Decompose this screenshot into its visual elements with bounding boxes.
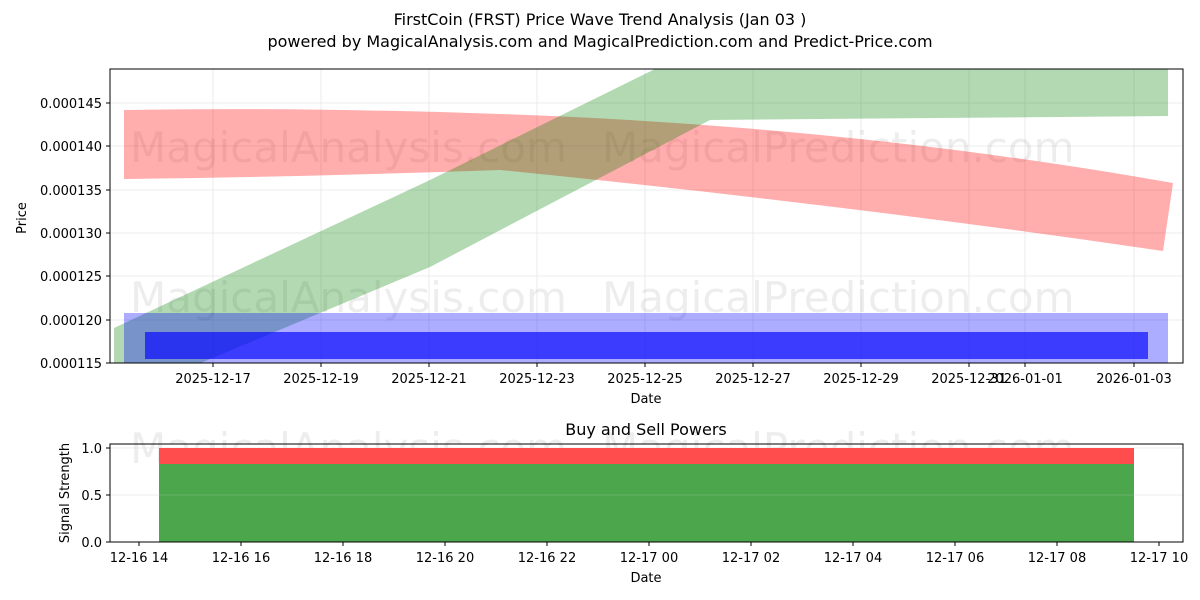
buy-sell-axes-frame	[109, 443, 1184, 543]
y-tick-label: 0.000130	[40, 227, 102, 242]
price-axes-frame	[109, 68, 1184, 364]
blue-wave-band-inner	[145, 332, 1148, 359]
y-tick-label: 0.000135	[40, 184, 102, 199]
x-tick-label: 2025-12-19	[283, 372, 359, 387]
x-tick-label: 12-16 14	[110, 551, 168, 566]
price-y-axis: 0.000115 0.000120 0.000125 0.000130 0.00…	[40, 97, 110, 372]
x-tick-label: 12-16 22	[518, 551, 576, 566]
y-tick-label: 1.0	[81, 442, 102, 457]
chart-title: FirstCoin (FRST) Price Wave Trend Analys…	[393, 10, 807, 29]
x-tick-label: 2025-12-27	[715, 372, 791, 387]
y-tick-label: 0.000145	[40, 97, 102, 112]
buy-sell-y-label: Signal Strength	[58, 443, 73, 543]
price-grid	[110, 69, 1183, 363]
price-chart: MagicalAnalysis.com MagicalPrediction.co…	[15, 68, 1184, 407]
x-tick-label: 12-17 08	[1028, 551, 1086, 566]
watermark-prediction: MagicalPrediction.com	[602, 273, 1075, 322]
buy-bar	[159, 464, 1134, 542]
x-tick-label: 12-16 18	[314, 551, 372, 566]
chart-subtitle: powered by MagicalAnalysis.com and Magic…	[267, 32, 933, 51]
x-tick-label: 2025-12-23	[499, 372, 575, 387]
buy-sell-x-label: Date	[630, 571, 661, 586]
y-tick-label: 0.0	[81, 536, 102, 551]
x-tick-label: 2025-12-25	[607, 372, 683, 387]
y-tick-label: 0.000125	[40, 270, 102, 285]
sell-bar	[159, 448, 1134, 464]
price-x-label: Date	[630, 392, 661, 407]
watermark-analysis: MagicalAnalysis.com	[130, 273, 567, 322]
buy-sell-title: Buy and Sell Powers	[565, 420, 727, 439]
x-tick-label: 2025-12-21	[391, 372, 467, 387]
red-wave-band	[124, 109, 1173, 251]
x-tick-label: 12-17 04	[824, 551, 882, 566]
buy-sell-chart: Buy and Sell Powers MagicalAnalysis.com …	[58, 420, 1188, 586]
y-tick-label: 0.5	[81, 489, 102, 504]
watermark-analysis: MagicalAnalysis.com	[130, 123, 567, 172]
price-y-label: Price	[15, 202, 30, 234]
y-tick-label: 0.000140	[40, 140, 102, 155]
x-tick-label: 12-16 20	[416, 551, 474, 566]
y-tick-label: 0.000115	[40, 357, 102, 372]
price-x-axis: 2025-12-17 2025-12-19 2025-12-21 2025-12…	[175, 363, 1172, 387]
buy-sell-y-axis: 0.0 0.5 1.0	[81, 442, 110, 551]
x-tick-label: 2025-12-31	[931, 372, 1007, 387]
buy-sell-x-axis: 12-16 14 12-16 16 12-16 18 12-16 20 12-1…	[110, 542, 1188, 566]
x-tick-label: 12-16 16	[212, 551, 270, 566]
x-tick-label: 12-17 00	[620, 551, 678, 566]
x-tick-label: 2026-01-01	[987, 372, 1063, 387]
y-tick-label: 0.000120	[40, 314, 102, 329]
x-tick-label: 2025-12-17	[175, 372, 251, 387]
x-tick-label: 12-17 06	[926, 551, 984, 566]
watermark-prediction: MagicalPrediction.com	[602, 123, 1075, 172]
x-tick-label: 12-17 10	[1130, 551, 1188, 566]
x-tick-label: 12-17 02	[722, 551, 780, 566]
x-tick-label: 2025-12-29	[823, 372, 899, 387]
x-tick-label: 2026-01-03	[1096, 372, 1172, 387]
